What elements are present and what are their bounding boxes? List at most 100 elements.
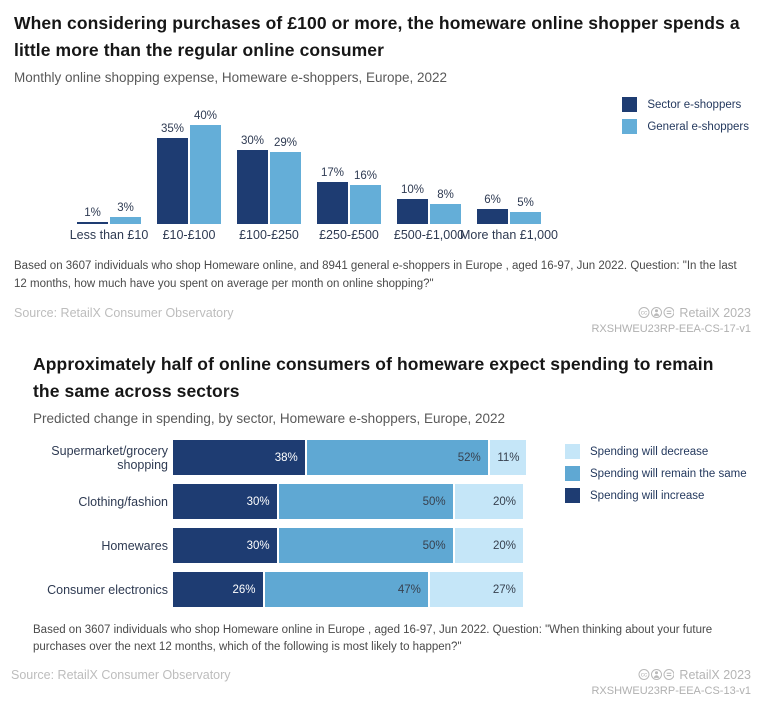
bar-segment: 30% [172, 527, 278, 564]
bar-value-label: 1% [84, 206, 101, 219]
bar: 5% [510, 197, 541, 225]
bar-value-label: 29% [273, 137, 298, 150]
category-label: £500-£1,000 [393, 228, 465, 243]
section-predicted-change: Approximately half of online consumers o… [0, 335, 765, 697]
chart1-footnote: Based on 3607 individuals who shop Homew… [14, 260, 737, 290]
legend-item: Sector e-shoppers [622, 97, 749, 113]
category-label-text: £250-£500 [319, 228, 379, 243]
bar: 10% [397, 184, 428, 225]
chart1-brand-block: cc RetailX 2023 RXSHWEU23RP-EEA-CS-17-v1 [591, 306, 751, 335]
bar-segment: 20% [453, 527, 524, 564]
chart1-legend: Sector e-shoppers General e-shoppers [622, 97, 749, 135]
cc-license-icon: cc [638, 669, 675, 680]
bar-segment: 11% [488, 439, 528, 476]
bar-value-label: 16% [353, 169, 378, 182]
category-label-text: £500-£1,000 [393, 228, 465, 243]
svg-text:cc: cc [641, 310, 648, 317]
bar: 29% [270, 137, 301, 225]
bar-group: 17% 16% [317, 167, 381, 225]
legend-item: Spending will decrease [565, 444, 747, 459]
bar-value-label: 17% [320, 167, 345, 180]
cc-license-icon: cc [638, 307, 675, 319]
bar: 3% [110, 202, 141, 225]
category-label-text: £100-£250 [239, 228, 299, 243]
bar-value-label: 35% [160, 122, 185, 135]
bar-value-label: 6% [484, 194, 501, 207]
row-category-label: Consumer electronics [47, 582, 168, 597]
stacked-bar: 30% 50% 20% [172, 483, 524, 520]
stacked-bar-row: Homewares 30% 50% 20% [11, 527, 751, 564]
bar-value-label: 3% [117, 201, 134, 214]
legend-swatch [622, 119, 638, 135]
stacked-bar-row: Supermarket/grocery shopping 38% 52% 11% [11, 439, 751, 476]
bar-value-label: 8% [437, 189, 454, 202]
category-label-text: £10-£100 [162, 228, 216, 243]
bar-group: 1% 3% [77, 202, 141, 225]
bar-segment: 50% [277, 483, 454, 520]
chart1-source: Source: RetailX Consumer Observatory [14, 305, 234, 320]
legend-swatch [565, 466, 580, 481]
legend-label: Spending will remain the same [590, 467, 747, 480]
bar-segment: 50% [277, 527, 454, 564]
bar: 8% [430, 189, 461, 225]
chart2-brand-block: cc RetailX 2023 RXSHWEU23RP-EEA-CS-13-v1 [591, 668, 751, 697]
chart2-legend: Spending will decrease Spending will rema… [565, 444, 747, 503]
bar-segment: 26% [172, 571, 264, 608]
chart2-source-row: Source: RetailX Consumer Observatory cc … [11, 668, 751, 697]
row-category-label: Homewares [101, 538, 168, 553]
legend-label: Spending will decrease [590, 445, 709, 458]
row-category-label: Clothing/fashion [78, 494, 168, 509]
legend-label: Spending will increase [590, 489, 705, 502]
category-label: £250-£500 [317, 228, 381, 242]
bar-group: 10% 8% [397, 184, 461, 225]
chart1-report-code: RXSHWEU23RP-EEA-CS-17-v1 [591, 322, 751, 335]
stacked-bar-chart: Supermarket/grocery shopping 38% 52% 11% Clo… [11, 439, 751, 608]
category-label: More than £1,000 [460, 228, 558, 242]
section-monthly-expense: When considering purchases of £100 or mo… [0, 0, 765, 335]
category-label: £100-£250 [237, 228, 301, 242]
chart1-source-row: Source: RetailX Consumer Observatory cc … [14, 306, 751, 335]
chart1-title: When considering purchases of £100 or mo… [14, 13, 740, 61]
chart2-title: Approximately half of online consumers o… [33, 353, 714, 401]
bar: 35% [157, 123, 188, 225]
chart2-footnote: Based on 3607 individuals who shop Homew… [33, 624, 713, 654]
chart1-brand-line: cc RetailX 2023 [591, 306, 751, 320]
bar-group: 30% 29% [237, 135, 301, 225]
legend-label: Sector e-shoppers [647, 98, 742, 111]
bar-value-label: 5% [517, 196, 534, 209]
legend-label: General e-shoppers [647, 120, 749, 133]
stacked-bar-plot: Supermarket/grocery shopping 38% 52% 11% Clo… [11, 439, 751, 608]
chart2-report-code: RXSHWEU23RP-EEA-CS-13-v1 [591, 684, 751, 697]
bar: 6% [477, 194, 508, 225]
stacked-bar: 38% 52% 11% [172, 439, 528, 476]
grouped-bar-chart: Sector e-shoppers General e-shoppers 1% 3%… [14, 89, 751, 244]
legend-swatch [565, 444, 580, 459]
stacked-bar-row: Clothing/fashion 30% 50% 20% [11, 483, 751, 520]
legend-item: General e-shoppers [622, 119, 749, 135]
legend-swatch [565, 488, 580, 503]
bar-segment: 47% [263, 571, 429, 608]
chart1-category-labels: Less than £10 £10-£100 £100-£250 £250-£500 £… [70, 228, 558, 243]
bar: 1% [77, 207, 108, 225]
grouped-bar-plot: 1% 3% 35% 40% 30% 29% 17% 16% 10% 8% 6% 5% [77, 110, 541, 225]
bar-segment: 38% [172, 439, 306, 476]
bar-value-label: 30% [240, 134, 265, 147]
category-label: Less than £10 [70, 228, 149, 242]
bar-group: 35% 40% [157, 110, 221, 225]
bar-segment: 20% [453, 483, 524, 520]
chart2-brand-label: RetailX 2023 [679, 667, 751, 682]
bar: 40% [190, 110, 221, 225]
legend-item: Spending will remain the same [565, 466, 747, 481]
chart2-subtitle: Predicted change in spending, by sector,… [33, 411, 506, 426]
stacked-bar: 30% 50% 20% [172, 527, 524, 564]
bar-segment: 30% [172, 483, 278, 520]
category-label-text: Less than £10 [69, 228, 149, 243]
bar: 17% [317, 167, 348, 225]
bar-value-label: 10% [400, 184, 425, 197]
legend-swatch [622, 97, 638, 113]
bar: 30% [237, 135, 268, 225]
chart2-source: Source: RetailX Consumer Observatory [11, 667, 231, 682]
legend-item: Spending will increase [565, 488, 747, 503]
bar-segment: 27% [428, 571, 524, 608]
